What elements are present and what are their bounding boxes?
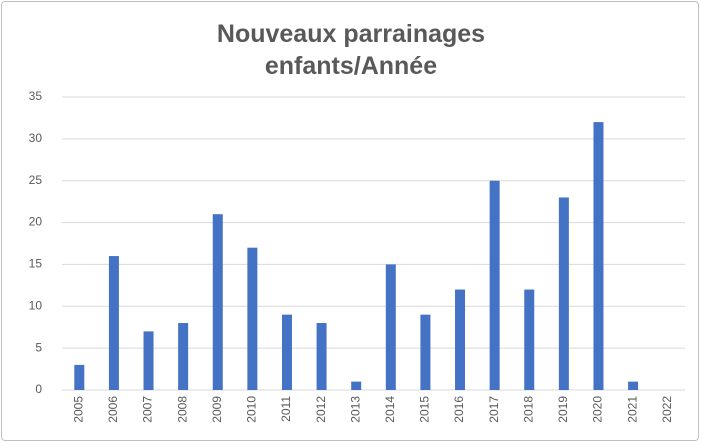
y-tick-label: 10: [29, 298, 43, 312]
y-tick-label: 25: [29, 173, 43, 187]
bar: [247, 247, 258, 390]
x-tick-label: 2018: [521, 396, 535, 423]
x-tick-label: 2009: [210, 396, 224, 423]
bar: [212, 214, 223, 390]
x-tick-label: 2019: [556, 396, 570, 423]
x-tick-label: 2015: [418, 396, 432, 423]
x-tick-label: 2013: [348, 396, 362, 423]
y-tick-label: 30: [29, 131, 43, 145]
chart-title: Nouveaux parrainages enfants/Année: [216, 20, 486, 80]
x-tick-label: 2007: [141, 396, 155, 423]
bar: [316, 323, 327, 390]
x-tick-label: 2012: [314, 396, 328, 423]
bar: [143, 331, 154, 390]
bar: [628, 381, 639, 390]
x-tick-label: 2005: [71, 396, 85, 423]
bar: [108, 256, 119, 390]
y-tick-label: 0: [35, 382, 42, 396]
x-tick-label: 2011: [279, 396, 293, 422]
bar: [420, 314, 431, 390]
bar: [558, 197, 569, 390]
y-tick-label: 20: [29, 215, 43, 229]
x-tick-label: 2016: [452, 396, 466, 423]
bar: [351, 381, 362, 390]
x-tick-label: 2021: [625, 396, 639, 423]
x-tick-label: 2017: [487, 396, 501, 423]
bar: [178, 323, 189, 390]
x-tick-label: 2006: [106, 396, 120, 423]
bar: [524, 289, 535, 390]
x-tick-label: 2008: [175, 396, 189, 423]
y-tick-label: 35: [29, 89, 43, 103]
bar: [593, 122, 604, 390]
bar: [74, 364, 85, 390]
bar: [489, 180, 500, 390]
x-tick-label: 2020: [591, 396, 605, 423]
y-tick-label: 15: [29, 257, 43, 271]
x-tick-label: 2014: [383, 396, 397, 423]
y-tick-label: 5: [35, 340, 42, 354]
x-tick-label: 2022: [660, 396, 674, 423]
bar: [385, 264, 396, 390]
bar: [455, 289, 466, 390]
x-tick-label: 2010: [245, 396, 259, 423]
bar: [281, 314, 292, 390]
